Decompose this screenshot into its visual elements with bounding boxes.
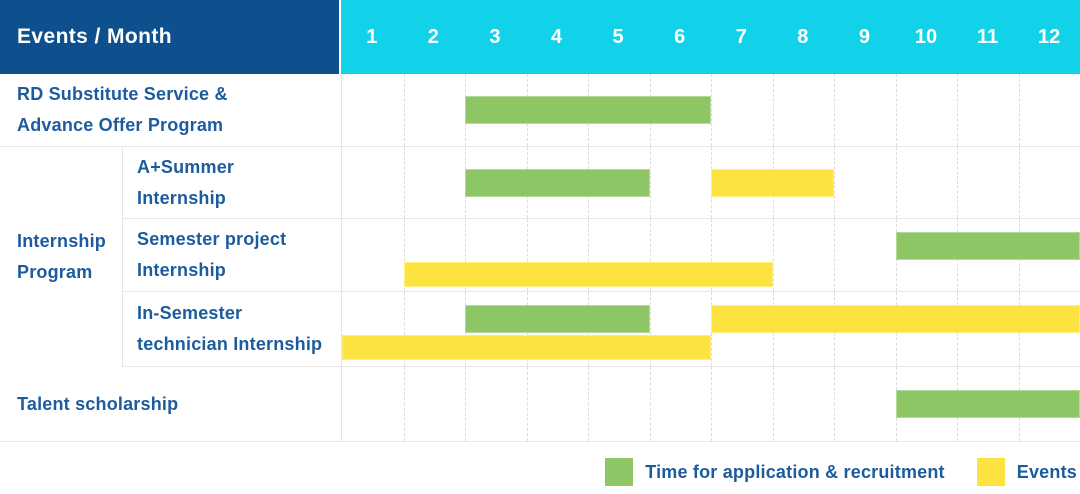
row-timeline: [341, 147, 1080, 218]
month-header-row: 1 2 3 4 5 6 7 8 9 10 11 12: [341, 0, 1080, 74]
month-gridline: [834, 219, 835, 291]
month-label: 6: [674, 25, 686, 48]
month-gridline: [834, 367, 835, 441]
header-title: Events / Month: [17, 25, 172, 48]
month-gridline: [895, 74, 897, 146]
month-label: 3: [489, 25, 501, 48]
table-row: Talent scholarship: [0, 367, 1080, 442]
month-label: 9: [858, 25, 870, 48]
legend-label: Time for application & recruitment: [645, 461, 945, 482]
legend-item: Events: [976, 458, 1077, 486]
table-row: RD Substitute Service & Advance Offer Pro…: [0, 74, 1080, 147]
month-label: 8: [797, 25, 809, 48]
legend-label: Events: [1016, 461, 1077, 482]
legend: Time for application & recruitment Events: [605, 452, 1077, 492]
month-gridline: [526, 367, 528, 441]
month-gridline: [403, 292, 405, 366]
month-label: 12: [1038, 25, 1061, 48]
group-label-internship-program: Internship Program: [0, 147, 123, 367]
month-gridline: [465, 219, 466, 291]
month-gridline: [649, 292, 651, 366]
month-gridline: [834, 147, 835, 218]
month-gridline: [772, 367, 774, 441]
chart-body: RD Substitute Service & Advance Offer Pro…: [0, 74, 1080, 442]
month-gridline: [711, 367, 712, 441]
month-gridline: [711, 219, 712, 291]
month-gridline: [649, 367, 651, 441]
month-gridline: [772, 74, 774, 146]
month-gridline: [957, 147, 958, 218]
legend-swatch-icon: [976, 458, 1005, 486]
gantt-bar-events: [711, 305, 1080, 333]
month-gridline: [403, 219, 405, 291]
month-gridline: [772, 219, 774, 291]
month-gridline: [711, 74, 712, 146]
gantt-bar-events: [403, 262, 773, 287]
legend-item: Time for application & recruitment: [605, 458, 945, 486]
month-gridline: [588, 367, 589, 441]
month-gridline: [403, 147, 405, 218]
row-timeline: [341, 292, 1080, 366]
month-label: 5: [612, 25, 624, 48]
gantt-bar-events: [711, 168, 834, 197]
gantt-bar-application: [465, 96, 711, 124]
legend-swatch-icon: [605, 458, 634, 486]
row-label: Semester project Internship: [137, 229, 287, 280]
month-gridline: [403, 74, 405, 146]
table-row: A+Summer Internship: [0, 147, 1080, 219]
gantt-bar-application: [895, 390, 1080, 418]
month-label: 10: [914, 25, 938, 48]
gantt-bar-events: [342, 335, 711, 360]
month-gridline: [895, 147, 897, 218]
month-label: 1: [366, 25, 378, 48]
month-label: 2: [427, 25, 439, 48]
events-month-header: Events / Month: [0, 0, 339, 74]
month-gridline: [834, 74, 835, 146]
month-gridline: [465, 367, 466, 441]
header-row: Events / Month 1 2 3 4 5 6 7 8 9 10 11 12: [0, 0, 1080, 74]
row-timeline: [341, 74, 1080, 146]
row-label: RD Substitute Service & Advance Offer Pro…: [17, 84, 228, 135]
month-gridline: [403, 367, 405, 441]
month-label: 7: [735, 25, 747, 48]
gantt-bar-application: [465, 305, 650, 333]
month-gridline: [957, 74, 958, 146]
table-row: Semester project Internship: [0, 219, 1080, 292]
month-gridline: [649, 147, 651, 218]
month-gridline: [526, 219, 528, 291]
row-timeline: [341, 367, 1080, 441]
row-label: In-Semester technician Internship: [137, 303, 323, 354]
month-gridline: [649, 219, 651, 291]
row-timeline: [341, 219, 1080, 291]
month-gridline: [1018, 74, 1020, 146]
row-label: Talent scholarship: [17, 393, 179, 414]
row-label: A+Summer Internship: [137, 156, 235, 208]
month-gridline: [588, 219, 589, 291]
gantt-bar-application: [465, 168, 650, 197]
month-gridline: [1018, 147, 1020, 218]
month-label: 11: [976, 25, 999, 48]
table-row: In-Semester technician Internship: [0, 292, 1080, 367]
month-label: 4: [550, 25, 563, 48]
gantt-bar-application: [895, 232, 1080, 260]
